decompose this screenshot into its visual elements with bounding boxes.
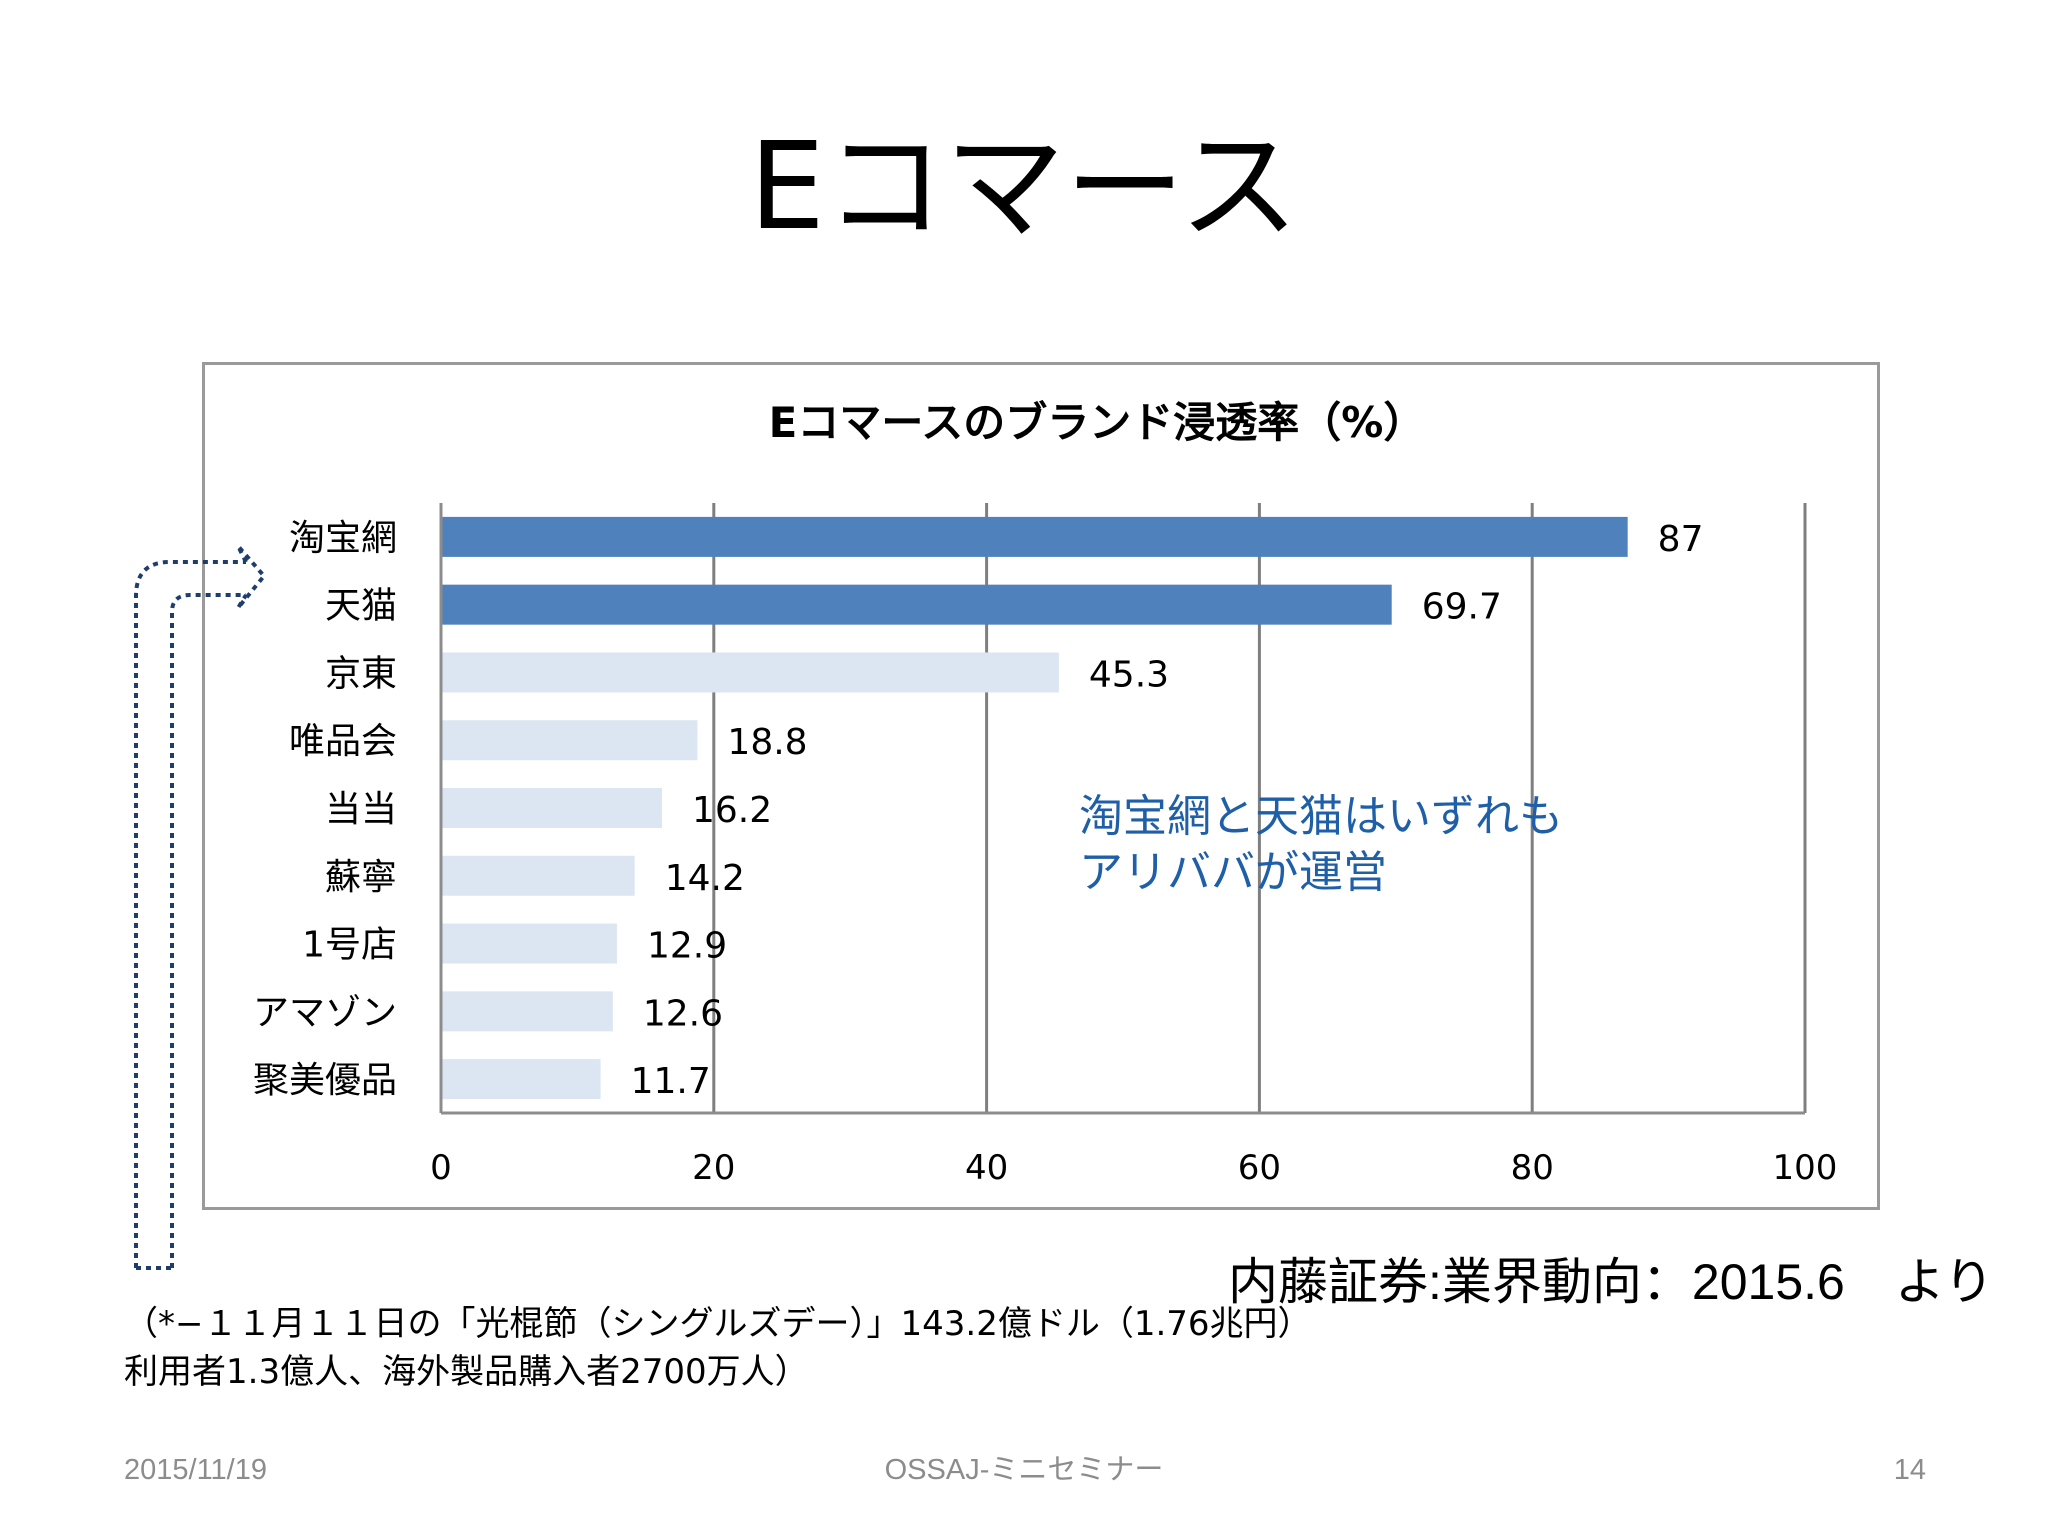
annotation-line-1: 淘宝網と天猫はいずれも: [1079, 791, 1563, 842]
footer-date: 2015/11/19: [124, 1454, 267, 1486]
category-label-1: 天猫: [325, 586, 397, 627]
annotation-line-2: アリババが運営: [1079, 847, 1387, 898]
category-label-4: 当当: [325, 789, 397, 830]
category-label-7: アマゾン: [253, 992, 397, 1033]
x-tick-label-60: 60: [1238, 1148, 1281, 1188]
chart-frame: Eコマースのブランド浸透率（%） 淘宝網天猫京東唯品会当当蘇寧 1号店アマゾン聚美優…: [202, 362, 1880, 1210]
x-tick-label-100: 100: [1773, 1148, 1838, 1188]
value-label-8: 11.7: [631, 1061, 711, 1102]
chart-title: Eコマースのブランド浸透率（%）: [769, 398, 1426, 447]
slide-title: Eコマース: [749, 118, 1299, 257]
value-label-0: 87: [1658, 519, 1704, 560]
value-label-5: 14.2: [665, 858, 745, 899]
page-number: 14: [1893, 1454, 1926, 1486]
footer-center-text: OSSAJ-ミニセミナー: [884, 1454, 1164, 1486]
value-label-2: 45.3: [1089, 654, 1169, 695]
bar-7: [441, 991, 613, 1032]
category-label-6: 1号店: [302, 925, 397, 966]
category-label-2: 京東: [325, 653, 397, 694]
bar-8: [441, 1059, 601, 1100]
value-label-6: 12.9: [647, 926, 727, 967]
bar-2: [441, 652, 1059, 693]
category-label-8: 聚美優品: [253, 1060, 397, 1101]
bar-6: [441, 923, 617, 964]
source-note: 内藤証券:業界動向：2015.6 より: [1228, 1254, 1994, 1310]
bar-4: [441, 788, 662, 828]
footnote-line-1: （*−１１月１１日の「光棍節（シングルズデー）」143.2億ドル（1.76兆円）: [124, 1304, 1312, 1344]
value-label-7: 12.6: [643, 993, 723, 1034]
category-label-3: 唯品会: [289, 721, 397, 762]
value-label-3: 18.8: [727, 722, 807, 763]
x-tick-label-20: 20: [692, 1148, 735, 1188]
category-label-0: 淘宝網: [289, 518, 397, 559]
value-label-1: 69.7: [1422, 587, 1502, 628]
category-label-5: 蘇寧: [325, 857, 397, 898]
bar-5: [441, 855, 635, 896]
bar-1: [441, 584, 1392, 625]
bar-3: [441, 720, 698, 761]
x-tick-label-0: 0: [430, 1148, 452, 1188]
bar-0: [441, 516, 1628, 557]
footnote-line-2: 利用者1.3億人、海外製品購入者2700万人）: [124, 1352, 809, 1392]
x-tick-label-40: 40: [965, 1148, 1008, 1188]
value-label-4: 16.2: [692, 790, 772, 831]
x-tick-label-80: 80: [1511, 1148, 1554, 1188]
